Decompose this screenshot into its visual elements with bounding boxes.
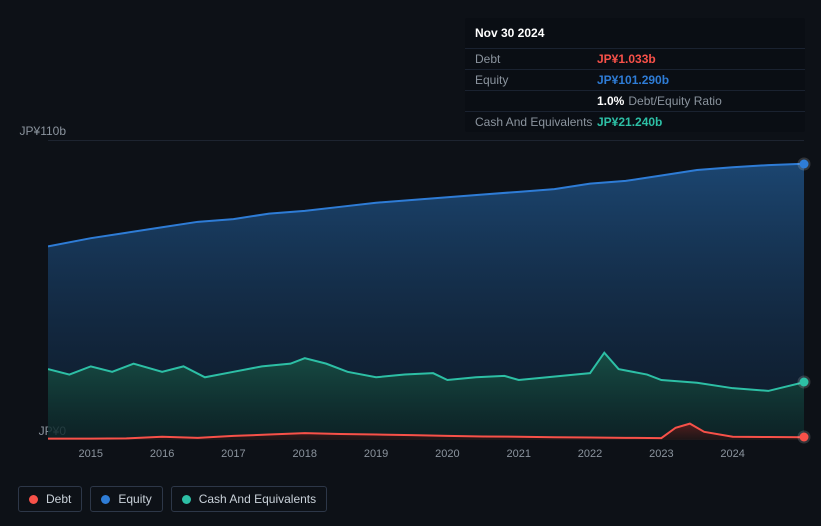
x-tick: 2022 xyxy=(578,448,602,460)
tooltip-row-label: Cash And Equivalents xyxy=(475,115,597,129)
end-dot-debt xyxy=(800,433,809,442)
x-tick: 2021 xyxy=(506,448,530,460)
end-dot-cash xyxy=(800,378,809,387)
tooltip-row-label: Debt xyxy=(475,52,597,66)
tooltip-row-value: 1.0%Debt/Equity Ratio xyxy=(597,94,795,108)
chart-tooltip: Nov 30 2024 DebtJP¥1.033bEquityJP¥101.29… xyxy=(465,18,805,132)
x-tick: 2018 xyxy=(293,448,317,460)
x-axis: 2015 2016 2017 2018 2019 2020 2021 2022 2023 2024 xyxy=(48,448,804,468)
tooltip-row: EquityJP¥101.290b xyxy=(465,69,805,90)
legend-item-debt[interactable]: Debt xyxy=(18,486,82,512)
tooltip-row-value: JP¥21.240b xyxy=(597,115,795,129)
x-tick: 2016 xyxy=(150,448,174,460)
legend-swatch xyxy=(101,495,110,504)
tooltip-row-sub: Debt/Equity Ratio xyxy=(628,94,721,108)
tooltip-row: DebtJP¥1.033b xyxy=(465,48,805,69)
legend-item-cash-and-equivalents[interactable]: Cash And Equivalents xyxy=(171,486,327,512)
end-dot-equity xyxy=(800,159,809,168)
y-axis-top-label: JP¥110b xyxy=(6,124,66,138)
legend-label: Cash And Equivalents xyxy=(199,492,316,506)
tooltip-row: 1.0%Debt/Equity Ratio xyxy=(465,90,805,111)
chart-legend: Debt Equity Cash And Equivalents xyxy=(18,486,327,512)
tooltip-row-value: JP¥101.290b xyxy=(597,73,795,87)
x-tick: 2019 xyxy=(364,448,388,460)
area-chart xyxy=(48,140,804,440)
tooltip-row: Cash And EquivalentsJP¥21.240b xyxy=(465,111,805,132)
tooltip-date: Nov 30 2024 xyxy=(465,18,805,48)
legend-swatch xyxy=(29,495,38,504)
tooltip-row-label xyxy=(475,94,597,108)
legend-item-equity[interactable]: Equity xyxy=(90,486,162,512)
x-tick: 2017 xyxy=(221,448,245,460)
tooltip-row-label: Equity xyxy=(475,73,597,87)
legend-label: Debt xyxy=(46,492,71,506)
x-tick: 2015 xyxy=(79,448,103,460)
legend-label: Equity xyxy=(118,492,151,506)
x-tick: 2020 xyxy=(435,448,459,460)
legend-swatch xyxy=(182,495,191,504)
tooltip-row-value: JP¥1.033b xyxy=(597,52,795,66)
x-tick: 2024 xyxy=(720,448,744,460)
x-tick: 2023 xyxy=(649,448,673,460)
